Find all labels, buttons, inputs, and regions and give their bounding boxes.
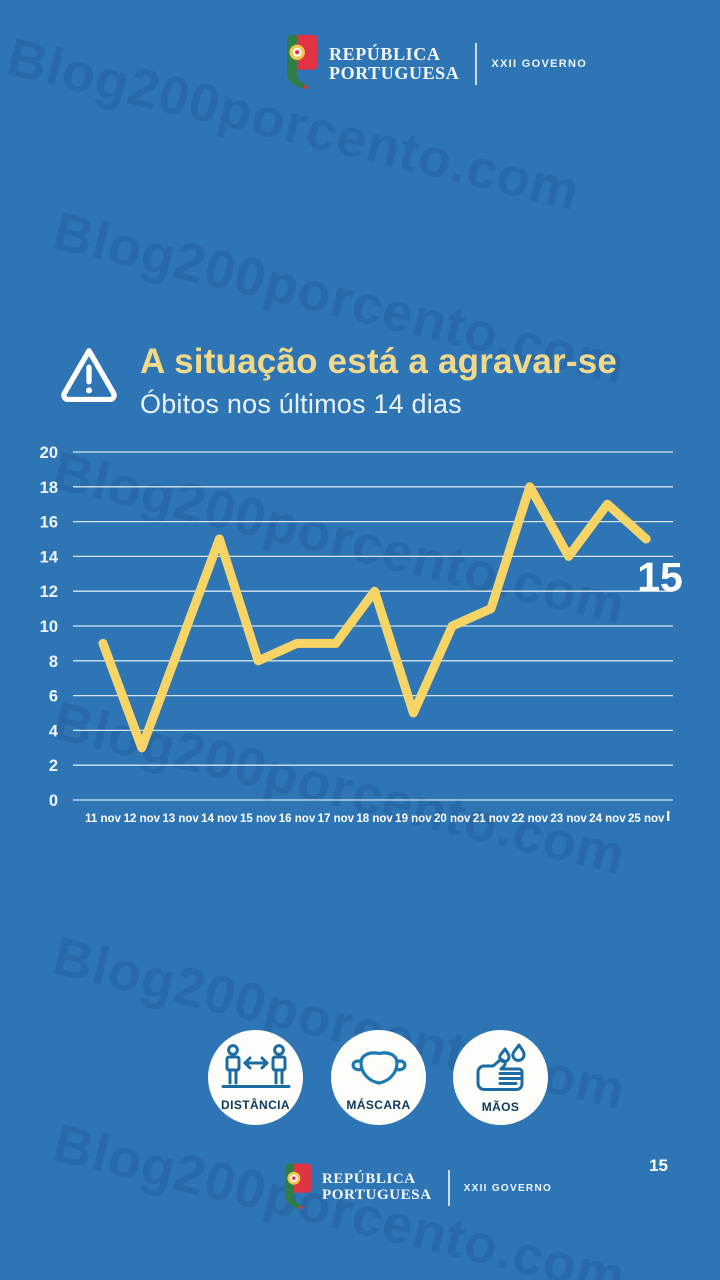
chart-y-axis-labels: 0 2 4 6 8 10 12 14 16 18 20 bbox=[40, 444, 59, 810]
svg-text:20: 20 bbox=[40, 444, 58, 462]
portugal-flag-logo-icon bbox=[282, 1162, 313, 1214]
footer-brand: REPÚBLICA PORTUGUESA XXII GOVERNO bbox=[282, 1162, 552, 1214]
chart-series-line bbox=[98, 482, 651, 753]
warning-triangle-icon bbox=[58, 344, 120, 407]
prevention-label: MÁSCARA bbox=[346, 1098, 411, 1112]
svg-text:16 nov: 16 nov bbox=[279, 813, 316, 825]
svg-text:12 nov: 12 nov bbox=[124, 813, 161, 825]
svg-text:6: 6 bbox=[49, 688, 58, 706]
page-subtitle: Óbitos nos últimos 14 dias bbox=[140, 389, 462, 419]
svg-text:24 nov: 24 nov bbox=[589, 813, 626, 825]
brand-divider bbox=[475, 42, 478, 85]
svg-text:19 nov: 19 nov bbox=[395, 813, 432, 825]
brand-line1: REPÚBLICA bbox=[329, 43, 441, 64]
prevention-label: MÃOS bbox=[481, 1100, 520, 1114]
svg-text:4: 4 bbox=[49, 722, 59, 740]
prevention-badge-mask: MÁSCARA bbox=[331, 1030, 426, 1125]
prevention-badge-hands: MÃOS bbox=[453, 1030, 548, 1125]
prevention-label: DISTÂNCIA bbox=[221, 1098, 290, 1112]
mask-icon bbox=[342, 1042, 416, 1097]
header-brand: REPÚBLICA PORTUGUESA XXII GOVERNO bbox=[283, 33, 587, 94]
svg-text:23 nov: 23 nov bbox=[550, 813, 587, 825]
svg-text:10: 10 bbox=[40, 618, 58, 636]
brand-line2: PORTUGUESA bbox=[322, 1187, 432, 1203]
svg-text:20 nov: 20 nov bbox=[434, 813, 471, 825]
hands-icon bbox=[464, 1042, 538, 1099]
government-label: XXII GOVERNO bbox=[491, 57, 588, 70]
brand-line1: REPÚBLICA bbox=[322, 1171, 416, 1188]
brand-name: REPÚBLICA PORTUGUESA bbox=[329, 43, 460, 83]
svg-text:11 nov: 11 nov bbox=[85, 813, 121, 825]
deaths-line-chart: 0 2 4 6 8 10 12 14 16 18 20 11 nov 12 nov 13 nov 14 no… bbox=[40, 444, 683, 825]
svg-text:18: 18 bbox=[40, 479, 58, 497]
svg-text:13 nov: 13 nov bbox=[162, 813, 199, 825]
svg-text:14: 14 bbox=[40, 548, 59, 566]
svg-text:18 nov: 18 nov bbox=[356, 813, 393, 825]
svg-text:12: 12 bbox=[40, 583, 58, 601]
chart-gridlines bbox=[73, 451, 673, 801]
page-number: 15 bbox=[649, 1156, 668, 1175]
svg-text:21 nov: 21 nov bbox=[473, 813, 510, 825]
svg-text:17 nov: 17 nov bbox=[318, 813, 355, 825]
svg-text:2: 2 bbox=[49, 757, 58, 775]
svg-text:15 nov: 15 nov bbox=[240, 813, 277, 825]
svg-text:8: 8 bbox=[49, 653, 58, 671]
page-title: A situação está a agravar-se bbox=[140, 342, 618, 381]
brand-name: REPÚBLICA PORTUGUESA bbox=[322, 1172, 432, 1203]
svg-text:0: 0 bbox=[49, 792, 58, 810]
prevention-badge-distance: DISTÂNCIA bbox=[208, 1030, 303, 1125]
svg-text:14 nov: 14 nov bbox=[201, 813, 238, 825]
chart-x-axis-labels: 11 nov 12 nov 13 nov 14 nov 15 nov 16 nov 17 n… bbox=[85, 811, 670, 825]
distance-icon bbox=[219, 1042, 293, 1097]
svg-text:16: 16 bbox=[40, 514, 58, 532]
svg-text:25 nov: 25 nov bbox=[628, 813, 665, 825]
portugal-flag-logo-icon bbox=[283, 33, 320, 94]
brand-divider bbox=[447, 1170, 450, 1206]
svg-text:22 nov: 22 nov bbox=[512, 813, 549, 825]
government-label: XXII GOVERNO bbox=[463, 1182, 553, 1194]
brand-line2: PORTUGUESA bbox=[329, 62, 460, 83]
chart-end-value-label: 15 bbox=[637, 554, 683, 600]
